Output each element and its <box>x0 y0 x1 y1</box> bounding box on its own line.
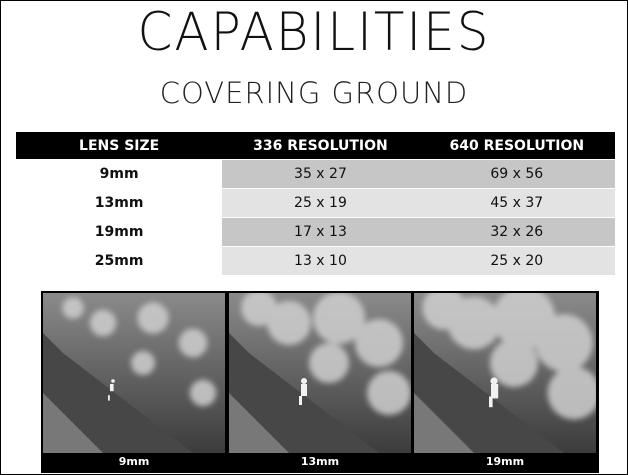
table-cell: 25 x 20 <box>419 247 615 275</box>
table-cell: 69 x 56 <box>419 160 615 188</box>
table-cell: 25mm <box>16 247 222 275</box>
table-cell: 25 x 19 <box>222 189 418 217</box>
thermal-scene <box>229 293 411 453</box>
table-cell: 9mm <box>16 160 222 188</box>
column-header: 640 RESOLUTION <box>419 132 615 159</box>
table-cell: 32 x 26 <box>419 218 615 246</box>
table-cell: 13 x 10 <box>222 247 418 275</box>
thermal-scene <box>414 293 596 453</box>
thermal-image: 19mm <box>414 293 596 471</box>
table-cell: 45 x 37 <box>419 189 615 217</box>
thermal-image: 13mm <box>229 293 411 471</box>
image-caption: 19mm <box>414 453 596 471</box>
table-cell: 13mm <box>16 189 222 217</box>
image-caption: 9mm <box>43 453 225 471</box>
column-header: 336 RESOLUTION <box>222 132 418 159</box>
thermal-image: 9mm <box>43 293 225 471</box>
table-cell: 19mm <box>16 218 222 246</box>
subtitle: COVERING GROUND <box>1 76 627 110</box>
table-cell: 35 x 27 <box>222 160 418 188</box>
image-strip: 9mm 13mm <box>41 291 599 473</box>
thermal-scene <box>43 293 225 453</box>
page: CAPABILITIES COVERING GROUND LENS SIZE33… <box>0 0 628 475</box>
table-cell: 17 x 13 <box>222 218 418 246</box>
image-caption: 13mm <box>229 453 411 471</box>
title: CAPABILITIES <box>1 2 627 63</box>
column-header: LENS SIZE <box>16 132 222 159</box>
